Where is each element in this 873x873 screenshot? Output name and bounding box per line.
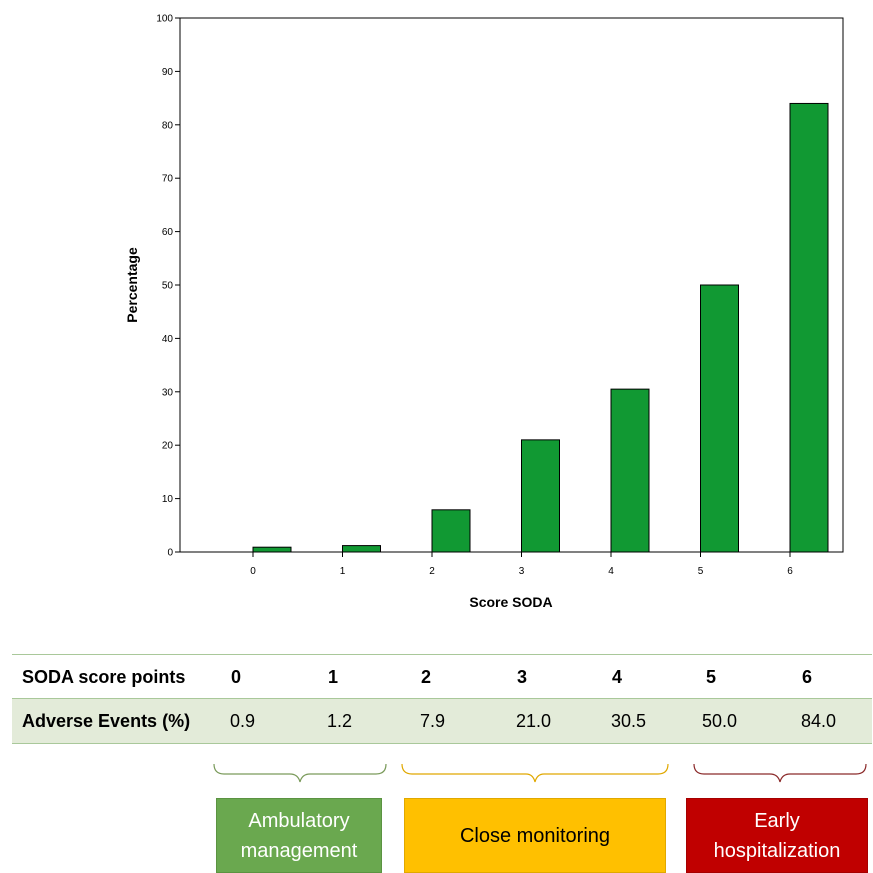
table-header-cell: 4 (612, 666, 623, 687)
ambulatory-line1: Ambulatory (248, 809, 350, 832)
table-data-cell: 50.0 (702, 710, 738, 731)
table-data-row: Adverse Events (%) 0.9 1.2 7.9 21.0 30.5… (12, 698, 872, 744)
table-header-cell: 3 (517, 666, 528, 687)
y-tick-label: 90 (162, 67, 174, 78)
close-monitoring-box: Close monitoring (404, 798, 666, 873)
y-tick-label: 30 (162, 387, 174, 398)
brace-monitoring (401, 763, 669, 783)
ambulatory-management-box: Ambulatory management (216, 798, 382, 873)
table-data-cell: 21.0 (516, 710, 552, 731)
y-tick-label: 70 (162, 174, 174, 185)
x-tick-label: 3 (519, 566, 525, 577)
y-tick-label: 50 (162, 281, 174, 292)
y-tick-label: 60 (162, 227, 174, 238)
hospitalization-line2: hospitalization (713, 839, 841, 862)
hospitalization-box-text: Early hospitalization (714, 806, 841, 866)
y-tick-label: 10 (162, 494, 174, 505)
y-tick-label: 80 (162, 120, 174, 131)
table-row-label: Adverse Events (%) (22, 710, 191, 731)
y-axis-ticks: 0 10 20 30 40 50 60 70 80 90 100 (156, 14, 180, 559)
bar-score-2 (431, 509, 471, 553)
table-data-cell: 30.5 (611, 710, 647, 731)
bar-score-3 (521, 439, 560, 553)
bar-score-1 (342, 545, 381, 553)
x-tick-label: 6 (787, 566, 793, 577)
x-tick-label: 0 (250, 566, 256, 577)
table-header-row: SODA score points 0 1 2 3 4 5 6 (12, 654, 872, 699)
x-axis-label: Score SODA (469, 594, 552, 610)
table-header-cell: 6 (802, 666, 813, 687)
x-tick-label: 4 (608, 566, 614, 577)
y-axis-label: Percentage (124, 247, 140, 323)
x-tick-label: 2 (429, 566, 435, 577)
table-data-cell: 7.9 (420, 710, 446, 731)
ambulatory-line2: management (240, 839, 358, 862)
y-tick-label: 0 (167, 548, 173, 559)
early-hospitalization-box: Early hospitalization (686, 798, 868, 873)
table-data-cell: 84.0 (801, 710, 837, 731)
monitoring-text: Close monitoring (459, 824, 611, 847)
table-header-cell: 5 (706, 666, 717, 687)
table-data-cell: 1.2 (327, 710, 353, 731)
bars (252, 102, 829, 553)
x-axis-ticks: 0 1 2 3 4 5 6 (250, 552, 793, 577)
ambulatory-box-text: Ambulatory management (241, 806, 358, 866)
y-tick-label: 40 (162, 334, 174, 345)
plot-frame (179, 17, 844, 553)
table-header-cell: 2 (421, 666, 432, 687)
brace-ambulatory (213, 763, 387, 783)
bar-score-4 (610, 388, 650, 553)
y-tick-label: 20 (162, 441, 174, 452)
x-tick-label: 5 (698, 566, 704, 577)
table-header-cell: 0 (231, 666, 242, 687)
y-tick-label: 100 (156, 14, 173, 25)
bar-score-6 (789, 102, 829, 553)
bar-chart: 0 10 20 30 40 50 60 70 80 90 100 0 1 2 3 4 5 6 Score SOD… (124, 14, 844, 610)
brace-hospitalization (693, 763, 867, 783)
bar-score-0 (252, 546, 292, 553)
table-header-cell: 1 (328, 666, 339, 687)
x-tick-label: 1 (340, 566, 346, 577)
hospitalization-line1: Early (754, 809, 800, 832)
table-data-cell: 0.9 (230, 710, 256, 731)
table-header-label: SODA score points (22, 666, 186, 687)
bar-score-5 (700, 284, 739, 553)
